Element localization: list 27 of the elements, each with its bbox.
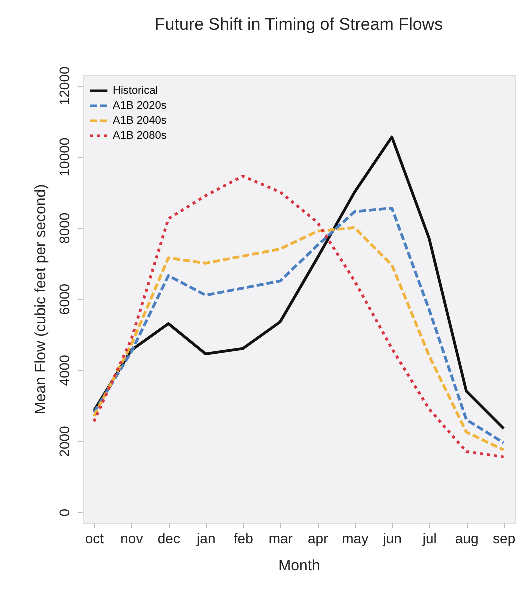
y-tick-label: 0	[56, 508, 72, 517]
y-tick-label: 8000	[56, 212, 72, 244]
legend-label: A1B 2020s	[113, 100, 168, 112]
y-tick-label: 4000	[56, 354, 72, 386]
y-tick-label: 12000	[56, 66, 72, 106]
x-tick-label: dec	[158, 530, 180, 546]
legend-label: Historical	[113, 85, 158, 97]
chart-title: Future Shift in Timing of Stream Flows	[154, 15, 444, 34]
x-axis-title: Month	[278, 558, 320, 574]
x-tick-label: sep	[493, 530, 516, 546]
y-axis-title: Mean Flow (cubic feet per second)	[32, 184, 50, 415]
x-tick-label: feb	[234, 530, 254, 546]
legend-label: A1B 2040s	[113, 115, 168, 127]
x-tick-label: apr	[308, 530, 329, 546]
y-tick-label: 6000	[56, 284, 72, 316]
line-series	[92, 174, 506, 459]
x-tick-label: jul	[422, 530, 437, 546]
x-tick-label: may	[342, 530, 369, 546]
y-tick-label: 10000	[56, 138, 72, 177]
y-tick-label: 2000	[56, 426, 72, 458]
x-tick-label: jan	[196, 530, 216, 546]
legend-label: A1B 2080s	[113, 130, 168, 142]
x-tick-label: jun	[382, 530, 402, 546]
x-tick-label: mar	[268, 530, 294, 546]
x-tick-label: nov	[120, 530, 144, 546]
x-tick-label: aug	[455, 530, 479, 546]
x-tick-label: oct	[85, 530, 104, 546]
